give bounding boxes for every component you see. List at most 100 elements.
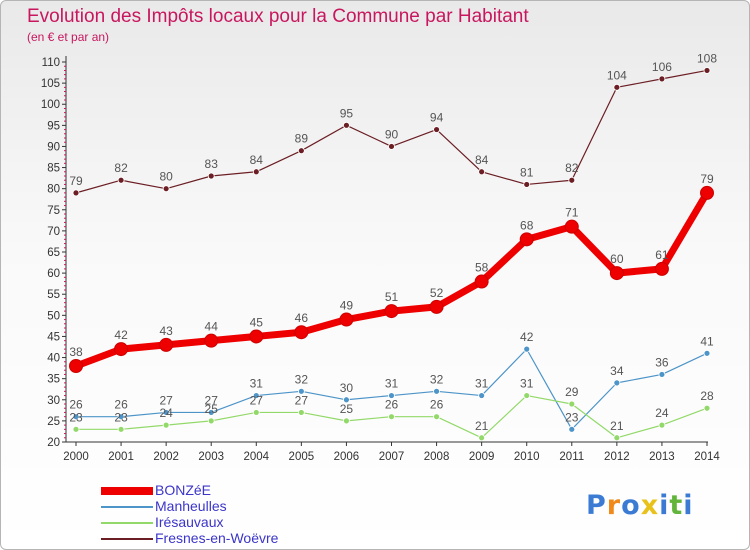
x-tick-label: 2002 xyxy=(153,451,179,463)
y-tick-label: 60 xyxy=(47,268,60,280)
data-label: 23 xyxy=(114,410,128,424)
y-tick-label: 90 xyxy=(47,141,60,153)
y-tick-label: 105 xyxy=(41,78,60,90)
data-label: 68 xyxy=(520,218,534,232)
y-tick-label: 70 xyxy=(47,226,60,238)
logo-letter: P xyxy=(586,490,607,521)
data-label: 79 xyxy=(69,174,83,188)
data-point xyxy=(658,75,666,83)
data-label: 25 xyxy=(340,402,354,416)
y-tick-label: 75 xyxy=(47,205,60,217)
x-tick-label: 2011 xyxy=(559,451,584,463)
data-point xyxy=(523,345,531,353)
data-label: 27 xyxy=(205,393,219,407)
data-point xyxy=(613,434,621,442)
data-point xyxy=(564,219,579,234)
data-point xyxy=(117,425,125,433)
x-tick-label: 2012 xyxy=(604,451,630,463)
y-tick-label: 25 xyxy=(47,416,60,428)
data-label: 95 xyxy=(340,106,354,120)
data-label: 44 xyxy=(205,320,219,334)
chart-title: Evolution des Impôts locaux pour la Comm… xyxy=(27,6,529,27)
data-label: 27 xyxy=(159,393,173,407)
legend-label: Manheulles xyxy=(155,498,227,514)
data-label: 71 xyxy=(565,206,579,220)
data-point xyxy=(117,413,125,421)
data-point xyxy=(658,421,666,429)
data-label: 32 xyxy=(295,372,309,386)
data-point xyxy=(700,185,714,200)
data-point xyxy=(297,387,305,395)
data-label: 23 xyxy=(565,410,579,424)
data-label: 34 xyxy=(610,364,624,378)
data-point xyxy=(343,396,350,404)
data-label: 26 xyxy=(114,398,128,412)
y-tick-label: 95 xyxy=(47,120,60,132)
y-tick-label: 30 xyxy=(47,395,60,407)
proxiti-logo: Proxiti xyxy=(586,490,694,521)
data-label: 31 xyxy=(475,377,489,391)
y-tick-label: 45 xyxy=(47,331,60,343)
data-label: 52 xyxy=(430,286,444,300)
data-point xyxy=(343,121,350,129)
data-label: 32 xyxy=(430,372,444,386)
legend-swatch xyxy=(101,506,153,508)
y-tick-label: 65 xyxy=(47,247,60,259)
data-point xyxy=(204,333,219,348)
data-label: 94 xyxy=(430,111,444,125)
logo-letter: o xyxy=(621,490,641,521)
data-point xyxy=(474,274,489,289)
data-label: 23 xyxy=(69,410,83,424)
data-label: 27 xyxy=(295,393,309,407)
data-label: 51 xyxy=(385,290,399,304)
data-label: 79 xyxy=(700,172,714,186)
data-label: 42 xyxy=(520,330,534,344)
x-tick-label: 2010 xyxy=(514,451,540,463)
data-label: 26 xyxy=(385,398,399,412)
x-tick-label: 2001 xyxy=(108,451,134,463)
data-point xyxy=(162,421,170,429)
data-point xyxy=(568,425,576,433)
data-label: 31 xyxy=(385,377,399,391)
y-tick-label: 85 xyxy=(47,163,60,175)
data-point xyxy=(613,83,621,91)
data-label: 46 xyxy=(295,311,309,325)
data-point xyxy=(72,189,80,197)
data-label: 31 xyxy=(520,377,534,391)
x-tick-label: 2007 xyxy=(379,451,405,463)
data-label: 84 xyxy=(475,153,489,167)
x-tick-label: 2004 xyxy=(243,451,269,463)
data-point xyxy=(72,425,80,433)
data-label: 89 xyxy=(295,132,309,146)
data-label: 83 xyxy=(205,157,219,171)
y-tick-label: 110 xyxy=(42,57,60,69)
data-label: 26 xyxy=(430,398,444,412)
data-point xyxy=(162,185,170,193)
data-label: 58 xyxy=(475,261,489,275)
data-label: 24 xyxy=(159,406,173,420)
data-point xyxy=(388,392,395,399)
legend-swatch xyxy=(101,522,153,524)
data-label: 25 xyxy=(205,402,219,416)
data-point xyxy=(703,67,711,74)
data-point xyxy=(609,266,624,281)
data-point xyxy=(297,409,305,416)
data-point xyxy=(159,337,174,352)
chart-subtitle: (en € et par an) xyxy=(27,30,110,44)
data-label: 61 xyxy=(655,248,669,262)
logo-letter: t xyxy=(669,490,684,521)
x-tick-label: 2006 xyxy=(334,451,360,463)
y-tick-label: 100 xyxy=(41,99,60,111)
data-point xyxy=(117,176,125,184)
data-point xyxy=(249,329,264,344)
x-tick-label: 2014 xyxy=(694,451,720,463)
data-point xyxy=(433,413,440,421)
y-tick-label: 55 xyxy=(47,289,60,301)
data-label: 36 xyxy=(655,355,669,369)
data-point xyxy=(613,379,621,387)
data-point xyxy=(703,349,711,357)
data-label: 41 xyxy=(700,334,714,348)
data-label: 106 xyxy=(652,60,672,74)
data-point xyxy=(388,143,395,150)
